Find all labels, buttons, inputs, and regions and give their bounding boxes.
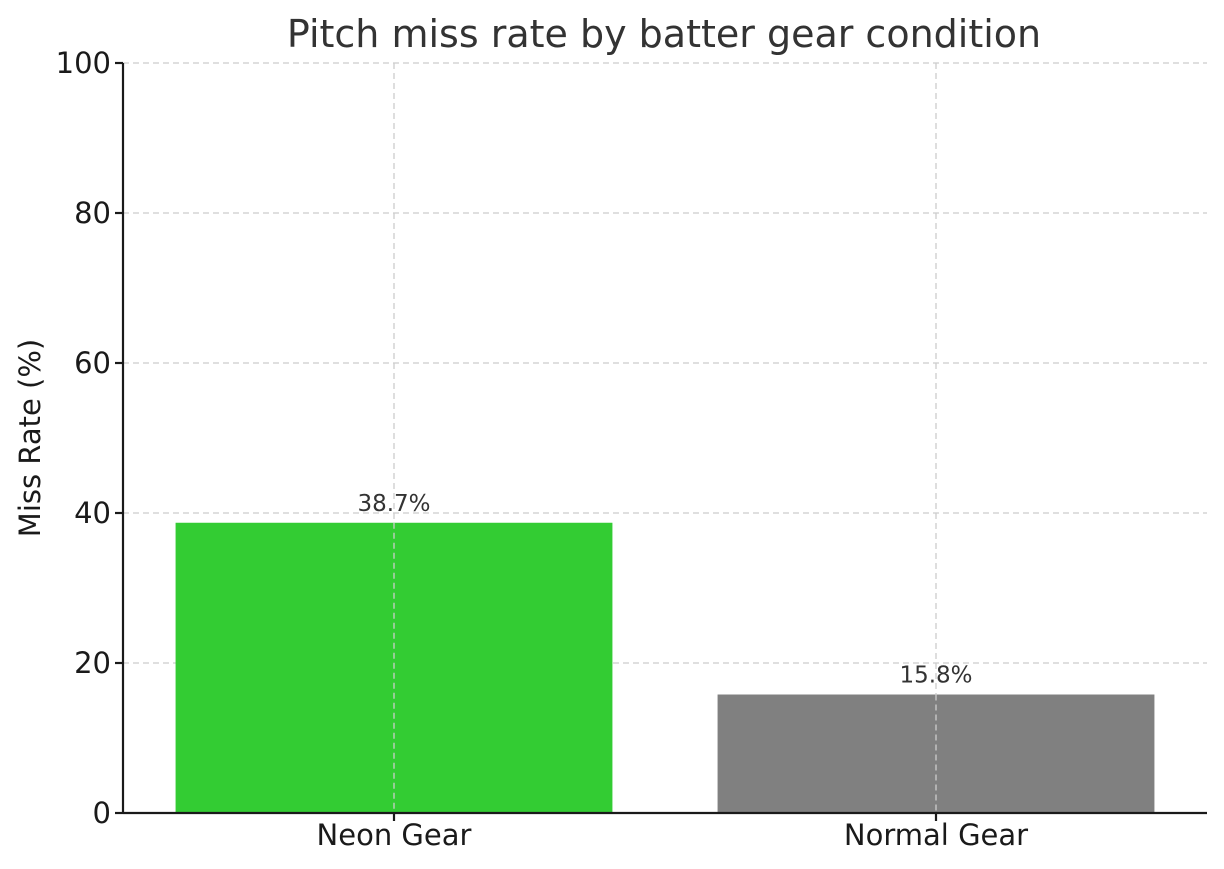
y-tick-label: 60 <box>74 346 111 380</box>
bar-value-label: 15.8% <box>899 663 972 689</box>
y-axis-label: Miss Rate (%) <box>13 339 47 537</box>
grid <box>123 62 1207 813</box>
chart-title: Pitch miss rate by batter gear condition <box>287 12 1041 56</box>
bar-value-label: 38.7% <box>357 491 430 517</box>
y-tick-label: 80 <box>74 196 111 230</box>
y-tick-label: 0 <box>93 796 111 830</box>
labels: 0 20 40 60 80 100 38.7% 15.8% Neon Gear Normal Ge… <box>56 46 1029 852</box>
y-tick-label: 100 <box>56 46 111 80</box>
x-tick-label: Neon Gear <box>317 818 472 852</box>
y-tick-label: 40 <box>74 496 111 530</box>
x-tick-label: Normal Gear <box>844 818 1028 852</box>
bar <box>717 694 1155 813</box>
axes <box>115 61 1207 821</box>
bars <box>175 522 1155 813</box>
y-tick-label: 20 <box>74 646 111 680</box>
